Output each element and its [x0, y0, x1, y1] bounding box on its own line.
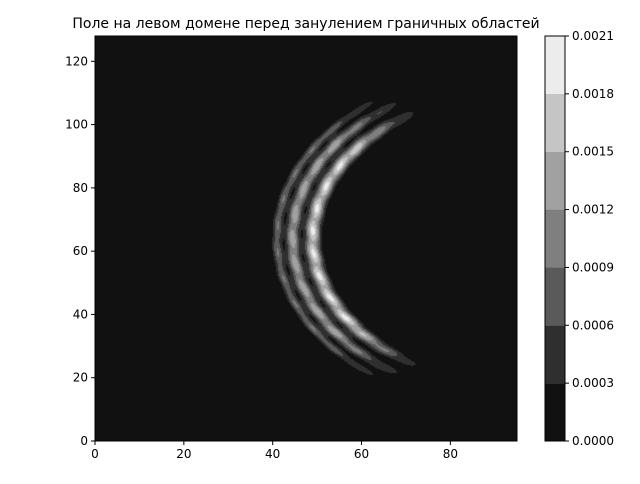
colorbar-tick-label: 0.0006 — [572, 318, 614, 332]
colorbar-band — [545, 36, 565, 94]
y-axis: 0 20 40 60 80 100 120 — [65, 54, 95, 448]
x-tick-label: 20 — [176, 447, 191, 461]
x-tick-label: 40 — [265, 447, 280, 461]
plot-frame — [94, 35, 518, 442]
colorbar-band — [545, 209, 565, 268]
x-tick-label: 60 — [354, 447, 369, 461]
colorbar-tick-label: 0.0021 — [572, 29, 614, 43]
colorbar-band — [545, 93, 565, 152]
colorbar-band — [545, 383, 565, 441]
x-tick-label: 80 — [443, 447, 458, 461]
y-tick-label: 20 — [73, 371, 88, 385]
x-axis: 0 20 40 60 80 — [91, 441, 458, 461]
chart-title: Поле на левом домене перед занулением гр… — [72, 16, 539, 32]
colorbar-band — [545, 151, 565, 210]
y-tick-label: 0 — [80, 434, 88, 448]
y-tick-label: 100 — [65, 118, 88, 132]
y-tick-label: 60 — [73, 244, 88, 258]
colorbar-band — [545, 325, 565, 384]
colorbar-tick-label: 0.0012 — [572, 203, 614, 217]
heatmap-field — [95, 36, 517, 441]
colorbar-tick-label: 0.0018 — [572, 87, 614, 101]
x-tick-label: 0 — [91, 447, 99, 461]
colorbar-band — [545, 267, 565, 326]
colorbar-tick-label: 0.0000 — [572, 434, 614, 448]
colorbar-tick-label: 0.0015 — [572, 145, 614, 159]
heatmap-image — [95, 36, 517, 441]
colorbar-tick-label: 0.0003 — [572, 376, 614, 390]
colorbar-frame — [544, 35, 566, 442]
colorbar-tick-label: 0.0009 — [572, 260, 614, 274]
y-tick-label: 40 — [73, 307, 88, 321]
colorbar: 0.0000 0.0003 0.0006 0.0009 0.0012 0.0015 0.00… — [544, 29, 614, 448]
y-tick-label: 120 — [65, 54, 88, 68]
y-tick-label: 80 — [73, 181, 88, 195]
